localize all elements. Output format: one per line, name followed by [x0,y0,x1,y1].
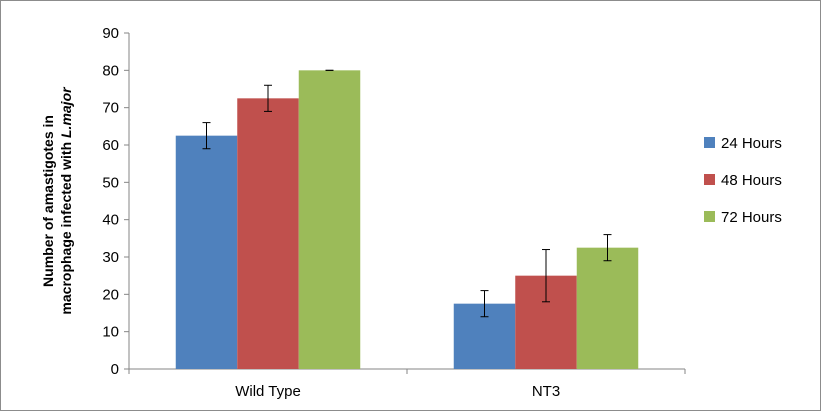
bar-72-hours [576,247,639,369]
y-tick-label: 40 [102,212,119,229]
y-tick-label: 70 [102,100,119,117]
y-tick-label: 80 [102,62,119,79]
y-axis-label-species: L.major [58,86,74,138]
x-category-label: NT3 [532,383,560,400]
bar-72-hours [298,70,361,369]
y-tick-label: 10 [102,324,119,341]
legend-item: 24 Hours [704,135,782,152]
legend-item: 48 Hours [704,172,782,189]
error-bar [542,249,550,303]
y-axis-label: Number of amastigotes in macrophage infe… [40,86,74,315]
y-tick-label: 60 [102,137,119,154]
legend-swatch [704,211,715,222]
bar-24-hours [175,135,238,369]
y-tick-label: 0 [111,361,119,378]
y-axis-label-line2-text: macrophage infected with [58,138,74,315]
legend-swatch [704,137,715,148]
legend-label: 24 Hours [721,135,782,152]
error-bar [202,122,211,150]
legend-item: 72 Hours [704,209,782,226]
y-axis-label-line1: Number of amastigotes in [40,115,56,287]
error-bar [480,290,489,318]
y-tick-label: 50 [102,174,119,191]
legend-label: 48 Hours [721,172,782,189]
error-bar [603,234,612,262]
legend: 24 Hours 48 Hours 72 Hours [704,135,782,226]
error-bars [202,69,612,318]
y-tick-label: 30 [102,249,119,266]
legend-label: 72 Hours [721,209,782,226]
error-bar [264,84,272,112]
y-tick-label: 20 [102,286,119,303]
bars [175,70,639,369]
legend-swatch [704,174,715,185]
axes: 0 10 20 30 40 50 60 70 80 90 Wild Type NT3 [102,25,686,400]
y-axis-label-line2: macrophage infected with L.major [58,86,74,315]
y-tick-label: 90 [102,25,119,42]
bar-48-hours [237,98,299,369]
x-category-label: Wild Type [235,383,301,400]
